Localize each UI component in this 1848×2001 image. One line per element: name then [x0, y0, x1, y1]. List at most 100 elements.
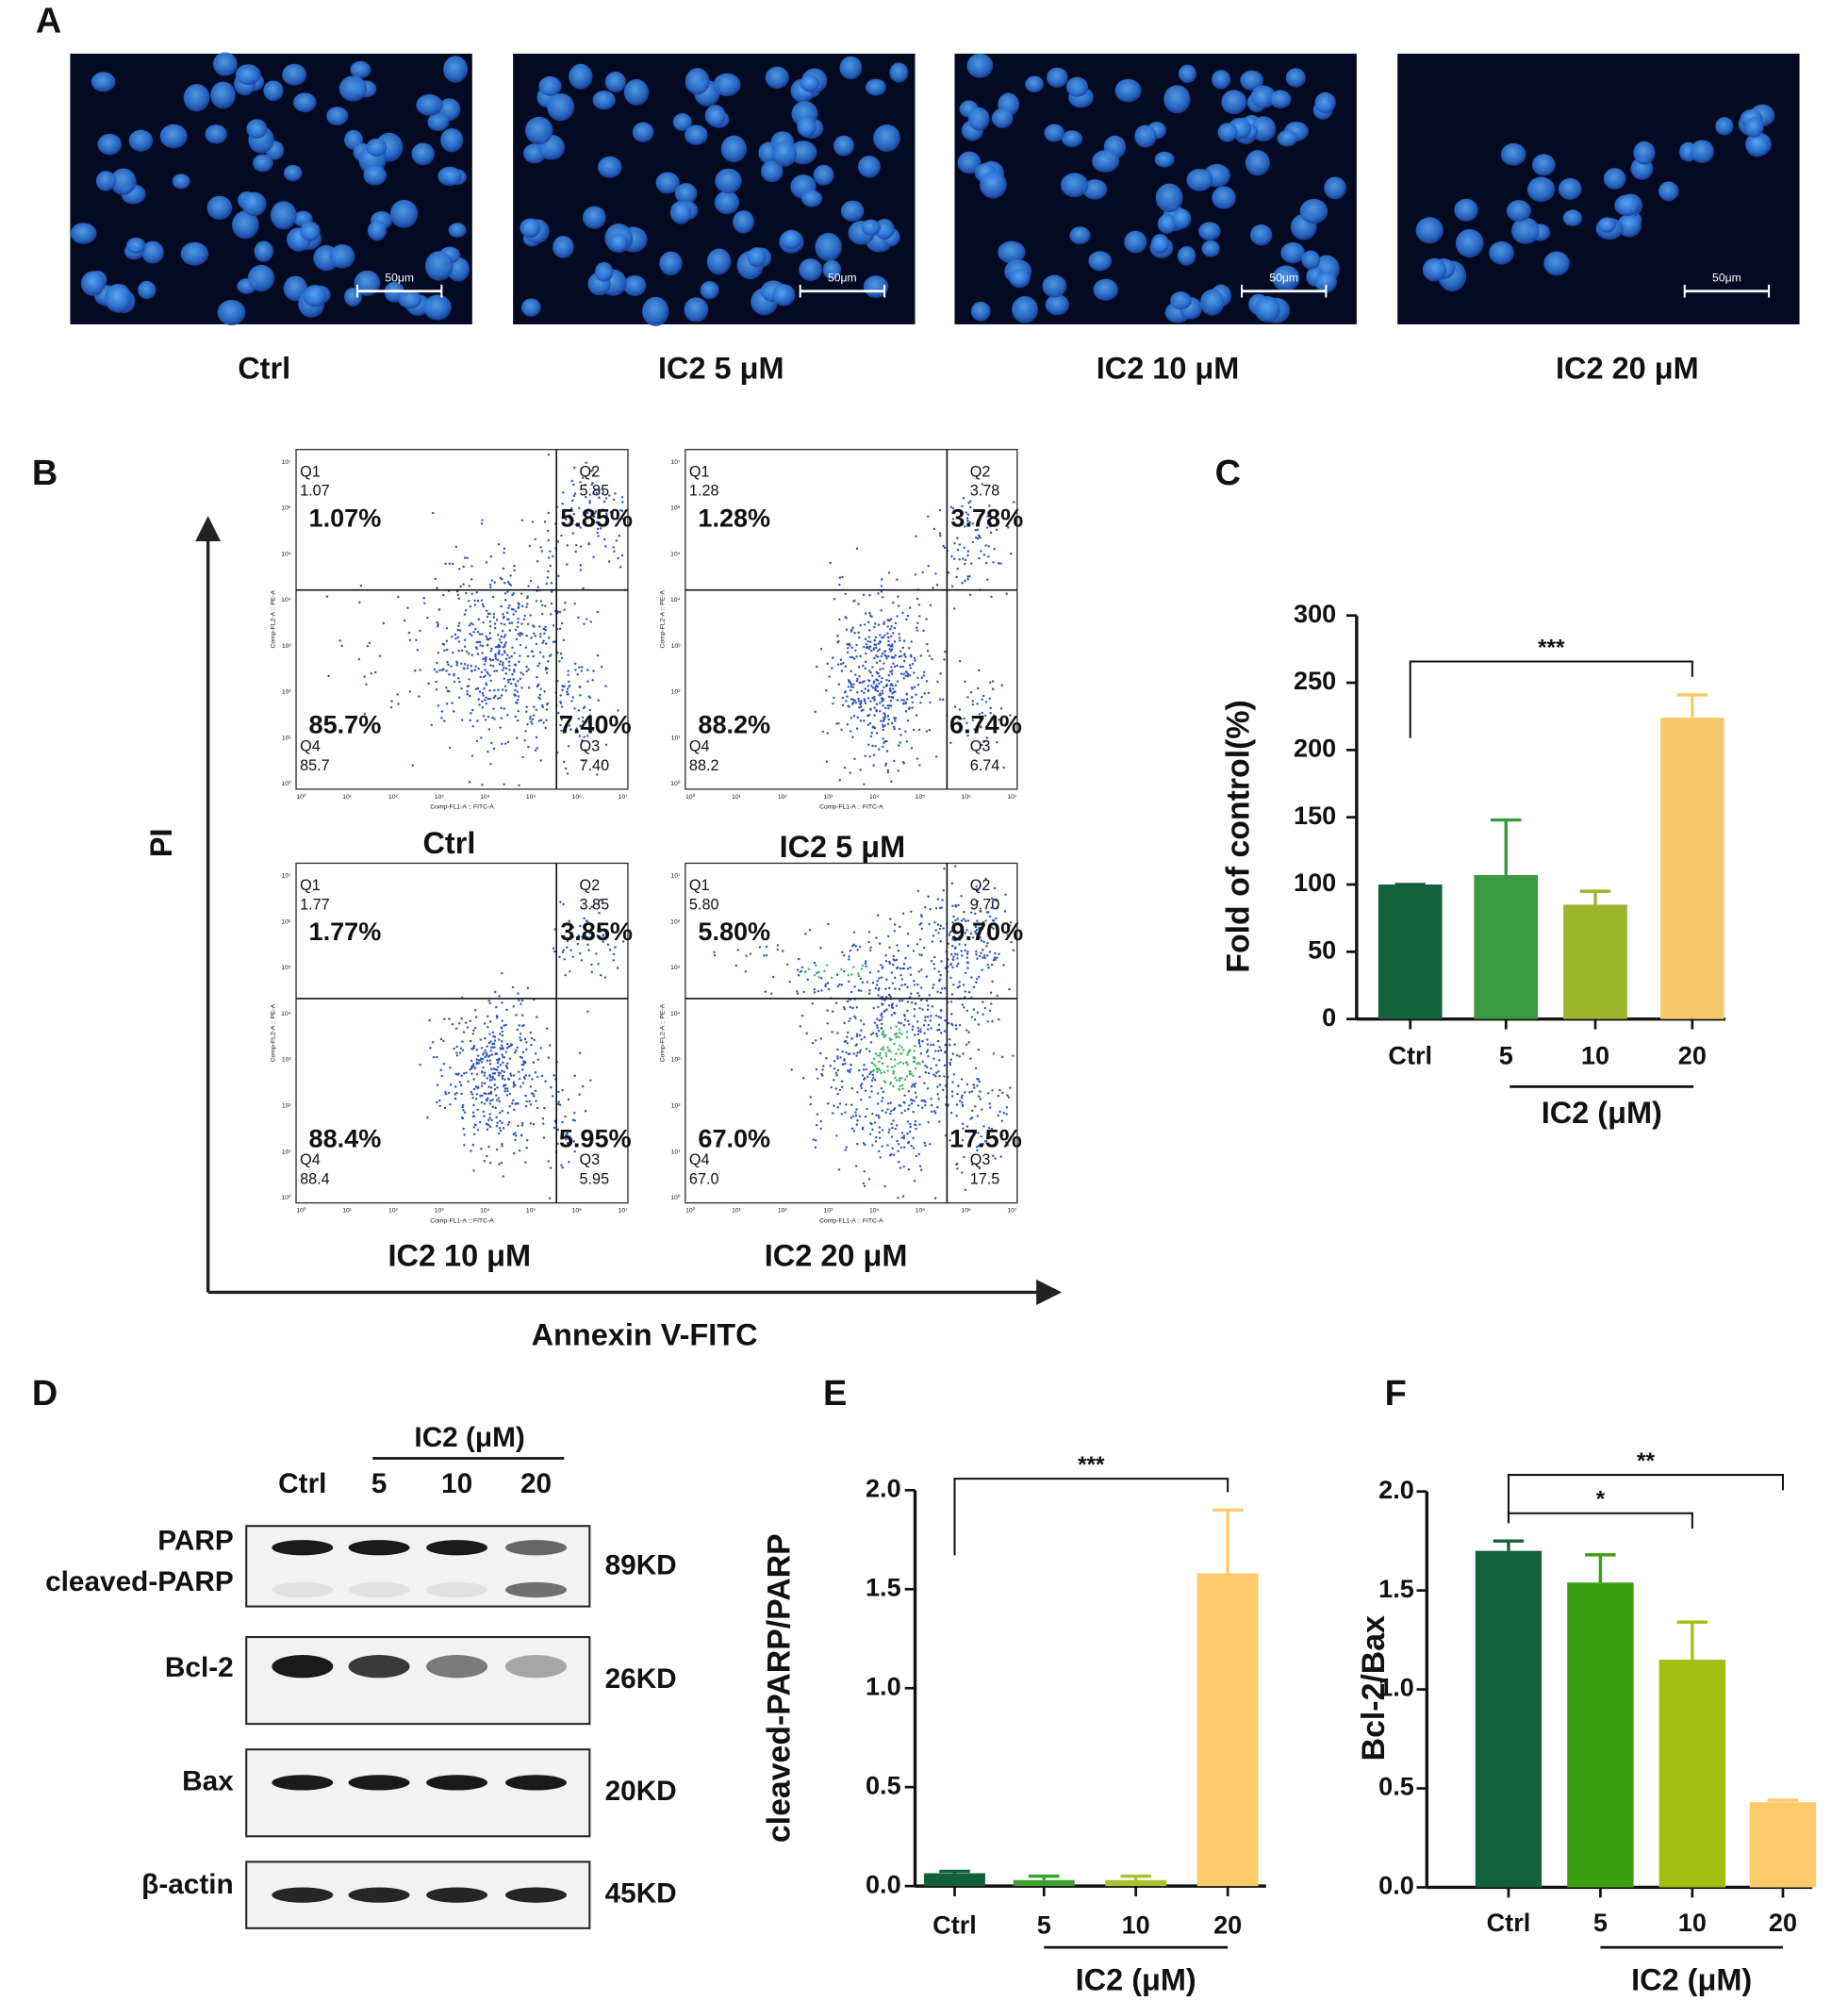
event [467, 652, 470, 655]
band [505, 1540, 567, 1556]
event [516, 698, 520, 702]
event [853, 985, 856, 988]
event [497, 688, 500, 691]
event [868, 612, 871, 615]
event [534, 537, 536, 541]
event [571, 532, 575, 535]
event [890, 666, 893, 669]
event [874, 1078, 877, 1082]
event [528, 1100, 531, 1103]
event [877, 1067, 881, 1070]
event [926, 642, 929, 646]
event [359, 585, 363, 587]
event [834, 1071, 838, 1075]
event [502, 1175, 504, 1178]
event [501, 688, 504, 691]
event [506, 653, 509, 656]
event [965, 1083, 969, 1086]
event [894, 690, 897, 693]
event [969, 691, 973, 694]
event [483, 1102, 487, 1105]
event [963, 918, 965, 920]
quadrant-percent: 67.0% [698, 1123, 770, 1152]
event [892, 1072, 895, 1075]
event [566, 687, 569, 690]
event [875, 670, 878, 674]
event [871, 696, 874, 700]
event [894, 621, 898, 625]
event [976, 1011, 980, 1014]
event [817, 976, 820, 979]
event [487, 750, 489, 753]
event [511, 1102, 514, 1105]
event [502, 567, 505, 571]
event [492, 696, 496, 700]
event [496, 1121, 499, 1125]
event [463, 613, 467, 616]
event [876, 655, 880, 658]
event [928, 654, 932, 657]
event [498, 663, 502, 666]
event [944, 1019, 947, 1022]
event [517, 602, 520, 604]
event [860, 967, 863, 970]
event [785, 963, 789, 967]
nucleus [253, 154, 273, 173]
event [909, 966, 912, 969]
event [897, 1021, 900, 1024]
event [907, 1107, 910, 1111]
event [817, 1077, 819, 1081]
event [594, 488, 598, 491]
event [926, 1043, 929, 1046]
flow-y-tick: 10⁴ [281, 597, 291, 604]
event [528, 1074, 531, 1077]
event [565, 1137, 568, 1141]
event [621, 501, 624, 504]
flow-y-tick: 10⁷ [671, 873, 682, 880]
event [608, 949, 612, 951]
event [916, 1020, 919, 1023]
event [765, 945, 768, 949]
event [588, 714, 592, 717]
band [348, 1775, 410, 1791]
event [947, 942, 950, 945]
event [982, 956, 984, 959]
event [954, 1024, 958, 1027]
event [599, 527, 602, 530]
event [984, 919, 987, 922]
event [891, 656, 894, 659]
event [857, 1068, 861, 1072]
event [444, 562, 447, 566]
event [449, 1067, 452, 1069]
event [591, 679, 594, 682]
event [878, 748, 881, 751]
event [569, 949, 572, 951]
event [899, 967, 902, 970]
event [890, 1135, 894, 1138]
event [578, 506, 581, 510]
event [891, 692, 894, 695]
event [422, 597, 425, 600]
event [526, 596, 529, 600]
event [847, 980, 850, 984]
event [502, 661, 504, 664]
nucleus [1314, 91, 1336, 114]
event [887, 654, 890, 658]
event [887, 643, 891, 647]
event [454, 637, 457, 640]
event [534, 1089, 537, 1093]
quadrant-name: Q2 [970, 463, 991, 480]
event [932, 527, 936, 531]
event [883, 706, 887, 710]
event [514, 1138, 517, 1142]
event [893, 923, 897, 926]
event [918, 764, 921, 767]
event [606, 943, 610, 946]
event [961, 504, 964, 508]
event [970, 1016, 974, 1018]
event [419, 669, 422, 671]
event [494, 694, 497, 698]
event [863, 1184, 866, 1188]
event [991, 1019, 994, 1023]
event [358, 601, 361, 604]
